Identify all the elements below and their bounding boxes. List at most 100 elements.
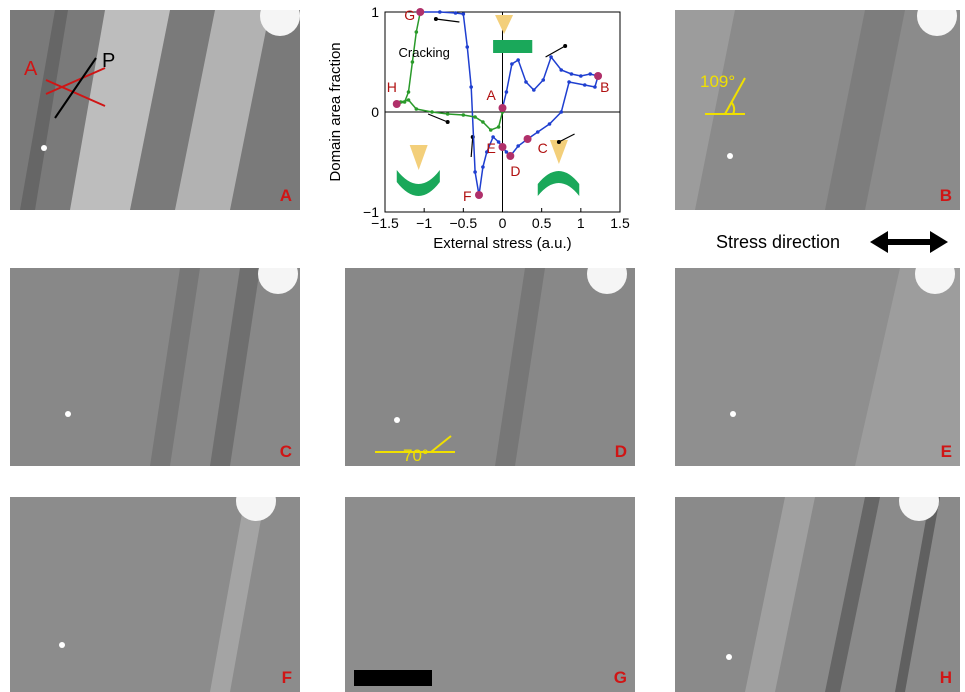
data-point [516, 144, 520, 148]
direction-arrow [427, 113, 448, 123]
panel-label-g: G [613, 668, 627, 687]
point-label-h: H [387, 79, 397, 95]
key-point-marker [498, 143, 507, 151]
point-label-b: B [600, 79, 609, 95]
angle-label-d: 70° [403, 446, 429, 465]
direction-arrow-head [556, 140, 561, 144]
data-point [461, 113, 466, 117]
panel-label-a: A [279, 186, 292, 205]
key-point-marker [506, 152, 515, 160]
panel-label-b: B [939, 186, 952, 205]
panel-b: 109° B [675, 10, 960, 210]
direction-arrow [558, 133, 575, 143]
data-point [504, 90, 509, 94]
panel-e-image [675, 268, 960, 466]
stress-direction-label: Stress direction [716, 232, 841, 252]
data-point [535, 130, 540, 134]
panel-e: E [675, 268, 960, 466]
panel-label-d: D [614, 442, 627, 461]
data-point [567, 80, 571, 84]
data-point [465, 45, 470, 49]
data-point [516, 58, 520, 62]
double-arrow-icon [870, 231, 948, 253]
direction-arrow [435, 18, 460, 23]
key-point-marker [475, 191, 483, 199]
y-tick-label: −1 [363, 204, 379, 220]
convex-beam-icon [396, 170, 440, 196]
panel-label-c: C [279, 442, 292, 461]
x-tick-label: 0.5 [532, 215, 552, 231]
data-point [438, 10, 442, 14]
direction-arrow-head [563, 44, 568, 48]
data-point [547, 122, 552, 126]
data-point [582, 83, 587, 87]
data-point [491, 135, 495, 139]
data-point [406, 90, 411, 94]
x-tick-label: −1.5 [371, 215, 399, 231]
point-label-a: A [487, 87, 497, 103]
x-tick-label: −1 [416, 215, 432, 231]
data-point [549, 55, 553, 59]
point-label-d: D [510, 163, 520, 179]
panel-h: H [675, 497, 960, 692]
data-point [496, 125, 501, 129]
data-point [402, 100, 407, 104]
data-point [473, 170, 477, 174]
y-tick-label: 1 [371, 4, 379, 20]
data-point [445, 112, 450, 116]
data-point [453, 11, 458, 15]
data-point [504, 150, 509, 154]
indenter-icon [409, 145, 428, 170]
scale-bar [354, 670, 432, 686]
data-point [588, 72, 593, 76]
direction-arrow [470, 136, 474, 158]
x-tick-label: 1.5 [610, 215, 630, 231]
panel-a-image [10, 10, 300, 210]
direction-arrow-head [445, 120, 450, 124]
data-point [569, 72, 574, 76]
panel-g-image [345, 497, 635, 692]
panel-f: F [10, 497, 300, 692]
key-point-marker [498, 104, 507, 112]
panel-h-image [675, 497, 960, 692]
panel-a: A P A [10, 10, 300, 210]
indenter-icon [549, 140, 568, 164]
key-point-marker [594, 72, 603, 80]
direction-arrow [545, 45, 566, 58]
x-axis-label: External stress (a.u.) [433, 235, 571, 252]
panel-label-h: H [939, 668, 952, 687]
data-point [559, 110, 564, 114]
direction-arrow-head [433, 17, 438, 21]
point-label-e: E [487, 140, 496, 156]
x-tick-label: 0 [499, 215, 507, 231]
data-point [579, 74, 583, 78]
concave-beam-icon [537, 171, 580, 196]
data-point [485, 150, 489, 154]
data-point [406, 98, 411, 102]
key-point-marker [392, 100, 401, 108]
panel-c-image [10, 268, 300, 466]
analyzer-label: A [24, 58, 38, 80]
panel-label-e: E [940, 442, 952, 461]
x-tick-label: 1 [577, 215, 585, 231]
data-point [414, 107, 419, 111]
data-point [593, 85, 597, 89]
data-point [510, 62, 514, 66]
data-point [430, 110, 434, 114]
data-point [481, 165, 485, 169]
series-line-0 [420, 11, 600, 196]
data-point [524, 80, 528, 84]
x-tick-label: −0.5 [450, 215, 478, 231]
data-point [469, 85, 473, 89]
key-point-marker [523, 135, 532, 143]
polarizer-label: P [102, 50, 116, 72]
data-point [414, 30, 419, 34]
panel-f-image [10, 497, 300, 692]
indenter-icon [495, 15, 514, 34]
data-point [532, 88, 536, 92]
data-point [410, 60, 415, 64]
angle-label-b: 109° [700, 72, 736, 91]
point-label-c: C [538, 140, 548, 156]
panel-d-image [345, 268, 635, 466]
data-point [461, 12, 466, 16]
